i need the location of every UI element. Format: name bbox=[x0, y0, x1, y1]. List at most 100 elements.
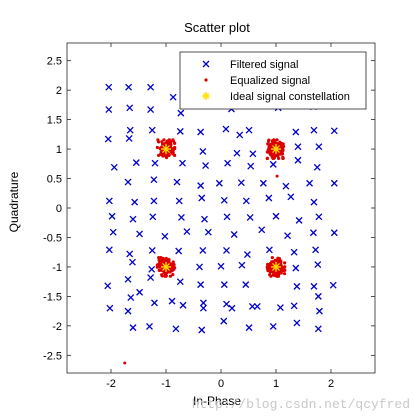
y-tick-label: -1.5 bbox=[43, 291, 62, 303]
filtered-signal-point bbox=[199, 147, 207, 155]
equalized-signal-point bbox=[170, 269, 174, 273]
equalized-signal-point bbox=[270, 256, 274, 260]
equalized-signal-point bbox=[272, 271, 276, 275]
equalized-signal-point bbox=[171, 151, 175, 155]
filtered-signal-point bbox=[306, 179, 314, 187]
filtered-signal-point bbox=[220, 317, 228, 325]
y-tick-label: 0.5 bbox=[47, 174, 62, 186]
filtered-signal-point bbox=[276, 304, 284, 312]
x-tick-label: 2 bbox=[328, 378, 334, 390]
filtered-signal-point bbox=[127, 294, 135, 302]
filtered-signal-point bbox=[223, 246, 230, 254]
filtered-signal-point bbox=[149, 213, 157, 221]
filtered-signal-point bbox=[106, 304, 114, 312]
ideal-constellation-point bbox=[161, 144, 171, 155]
legend-label: Equalized signal bbox=[230, 75, 310, 87]
filtered-signal-point bbox=[148, 265, 156, 273]
filtered-signal-point bbox=[168, 297, 176, 305]
filtered-signal-point bbox=[105, 197, 113, 205]
equalized-signal-point bbox=[173, 153, 177, 157]
equalized-signal-point bbox=[171, 272, 175, 277]
filtered-signal-point bbox=[128, 258, 136, 266]
filtered-signal-point bbox=[330, 127, 338, 135]
filtered-signal-point bbox=[131, 198, 139, 206]
filtered-signal-point bbox=[237, 179, 245, 187]
filtered-signal-point bbox=[136, 288, 144, 296]
ideal-constellation-point bbox=[271, 144, 281, 155]
equalized-signal-point bbox=[167, 259, 171, 263]
y-tick-label: -2.5 bbox=[43, 350, 62, 362]
equalized-signal-point bbox=[173, 146, 177, 151]
filtered-signal-point bbox=[108, 212, 116, 220]
equalized-signal-point bbox=[276, 154, 280, 158]
filtered-signal-point bbox=[126, 250, 134, 258]
filtered-signal-point bbox=[124, 307, 132, 315]
equalized-signal-point bbox=[158, 268, 162, 272]
filtered-signal-point bbox=[198, 326, 206, 334]
filtered-signal-point bbox=[247, 162, 255, 170]
filtered-signal-point bbox=[310, 282, 318, 290]
y-tick-label: -1 bbox=[52, 262, 62, 274]
filtered-signal-point bbox=[258, 226, 266, 234]
filtered-signal-point bbox=[236, 131, 244, 139]
filtered-signal-point bbox=[293, 319, 301, 327]
legend-box bbox=[179, 51, 367, 110]
ideal-constellation-point bbox=[271, 261, 281, 272]
y-axis-label: Quadrature bbox=[7, 171, 21, 232]
equalized-signal-point bbox=[171, 260, 175, 264]
filtered-signal-point bbox=[315, 213, 323, 221]
equalized-signal-point bbox=[276, 156, 281, 160]
filtered-signal-point bbox=[148, 126, 156, 134]
filtered-signal-point bbox=[292, 128, 300, 136]
equalized-signal-point bbox=[155, 265, 159, 269]
equalized-signal-point bbox=[266, 142, 270, 146]
filtered-signal-point bbox=[220, 281, 228, 289]
equalized-signal-point bbox=[265, 156, 269, 160]
legend-label: Filtered signal bbox=[230, 59, 298, 71]
x-tick-label: 0 bbox=[218, 378, 224, 390]
equalized-signal-point bbox=[281, 144, 286, 148]
x-tick-label: -1 bbox=[161, 378, 171, 390]
equalized-signal-point bbox=[168, 274, 172, 278]
filtered-signal-point bbox=[238, 261, 246, 269]
filtered-signal-point bbox=[125, 135, 133, 142]
equalized-signal-point bbox=[160, 142, 165, 146]
filtered-signal-point bbox=[290, 302, 298, 310]
legend-marker-ideal bbox=[202, 92, 210, 100]
equalized-signal-point bbox=[273, 139, 277, 143]
watermark-text: http://blog.csdn.net/qcyfred bbox=[192, 397, 410, 412]
filtered-signal-point bbox=[269, 322, 277, 330]
filtered-signal-point bbox=[136, 230, 144, 238]
filtered-signal-point bbox=[314, 261, 322, 269]
filtered-signal-point bbox=[287, 193, 295, 201]
filtered-signal-point bbox=[222, 125, 230, 133]
equalized-signal-point bbox=[270, 139, 275, 143]
filtered-signal-point bbox=[129, 215, 137, 223]
equalized-signal-point bbox=[165, 139, 169, 144]
filtered-signal-point bbox=[150, 176, 158, 184]
filtered-signal-point bbox=[147, 106, 155, 114]
equalized-signal-point bbox=[267, 139, 271, 143]
filtered-signal-point bbox=[329, 281, 337, 289]
equalized-signal-point bbox=[168, 141, 172, 145]
equalized-signal-point bbox=[278, 142, 282, 146]
equalized-signal-point bbox=[171, 139, 176, 143]
filtered-signal-point bbox=[314, 325, 322, 333]
filtered-signal-point bbox=[224, 159, 232, 167]
filtered-signal-point bbox=[197, 128, 205, 136]
equalized-signal-point bbox=[160, 274, 164, 278]
equalized-signal-point bbox=[270, 142, 274, 147]
equalized-signal-point bbox=[162, 138, 166, 142]
filtered-signal-point bbox=[249, 150, 257, 158]
filtered-signal-point bbox=[295, 216, 303, 224]
equalized-signal-point bbox=[283, 261, 287, 265]
filtered-signal-point bbox=[151, 159, 159, 167]
filtered-signal-point bbox=[199, 299, 207, 307]
axes-layer: -2 -1 0 1 2 2.5 2 1.5 1 0.5 0 -0.5 -1 -1.5 -2 -2.5 bbox=[43, 42, 376, 390]
equalized-signal-point bbox=[282, 272, 287, 276]
filtered-signal-point bbox=[199, 304, 207, 312]
x-axis-label: In-Phase bbox=[193, 394, 241, 408]
filtered-signal-point bbox=[176, 278, 184, 286]
x-tick-label: 1 bbox=[273, 378, 279, 390]
